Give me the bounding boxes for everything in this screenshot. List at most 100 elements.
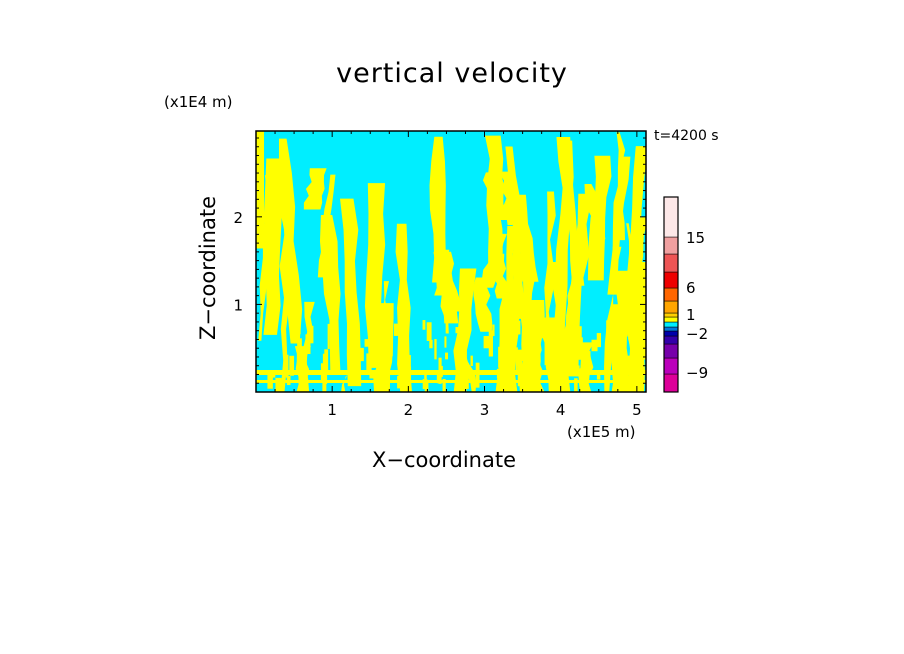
updraft-cell — [422, 320, 426, 330]
updraft-plume — [497, 171, 522, 226]
updraft-cell — [565, 320, 570, 328]
z-axis-unit-label: (x1E4 m) — [164, 93, 233, 111]
colorbar: 15 6 1−2 −9 — [663, 196, 708, 393]
colorbar-level — [663, 236, 679, 255]
updraft-cell — [596, 333, 602, 348]
surface-band — [256, 380, 646, 383]
updraft-cell — [516, 320, 521, 335]
updraft-cell — [641, 337, 646, 360]
x-tick-label: 5 — [632, 401, 642, 419]
updraft-cell — [610, 342, 617, 349]
updraft-cell — [548, 360, 552, 368]
updraft-cell — [500, 364, 504, 376]
updraft-cell — [576, 337, 583, 360]
plot-frame — [255, 130, 647, 393]
updraft-cell — [404, 367, 411, 384]
updraft-cell — [399, 332, 406, 356]
updraft-cell — [475, 362, 480, 388]
updraft-cell — [393, 323, 399, 336]
x-tick-label: 4 — [556, 401, 566, 419]
updraft-cell — [580, 365, 587, 390]
updraft-cell — [364, 339, 371, 347]
updraft-cell — [267, 370, 273, 389]
updraft-cell — [630, 321, 637, 344]
colorbar-level — [663, 357, 679, 375]
updraft-plume — [429, 136, 447, 283]
updraft-plume — [457, 332, 477, 392]
colorbar-tick-label: −9 — [686, 364, 708, 382]
updraft-plume — [556, 137, 585, 286]
updraft-cell — [324, 349, 329, 371]
updraft-cell — [596, 373, 601, 380]
updraft-cell — [622, 358, 628, 382]
axis-ticks: 1 2 3 4 5 1 2 — [233, 131, 646, 419]
updraft-cell — [426, 322, 432, 341]
colorbar-level — [663, 335, 679, 345]
colorbar-level — [663, 287, 679, 302]
updraft-cell — [422, 379, 428, 389]
colorbar-tick-label: 15 — [686, 229, 705, 247]
updraft-cell — [289, 364, 294, 376]
updraft-plume — [303, 168, 327, 210]
updraft-cell — [455, 327, 459, 334]
time-label: t=4200 s — [654, 128, 719, 144]
updraft-cell — [566, 342, 571, 349]
colorbar-level — [663, 312, 679, 318]
updraft-cell — [544, 341, 547, 366]
updraft-cell — [349, 323, 354, 345]
updraft-cell — [367, 327, 374, 335]
updraft-plume — [607, 156, 631, 295]
updraft-cell — [540, 330, 543, 339]
updraft-plume — [438, 249, 461, 312]
updraft-cell — [550, 347, 557, 374]
colorbar-level — [663, 316, 679, 323]
updraft-cell — [500, 329, 504, 337]
updraft-cell — [322, 377, 325, 392]
updraft-cell — [444, 336, 447, 348]
updraft-cell — [533, 331, 540, 355]
updraft-cell — [285, 354, 289, 378]
updraft-cell — [470, 355, 473, 367]
colorbar-level — [663, 300, 679, 314]
updraft-cell — [498, 346, 502, 368]
colorbar-tick-label: −2 — [686, 325, 708, 343]
y-tick-label: 1 — [233, 296, 243, 314]
updraft-cell — [615, 346, 619, 372]
updraft-plume — [584, 183, 606, 240]
colorbar-level — [663, 330, 679, 337]
updraft-cell — [463, 346, 467, 363]
surface-band — [256, 370, 646, 375]
updraft-plume — [505, 146, 527, 319]
updraft-cell — [586, 351, 591, 370]
x-tick-label: 2 — [404, 401, 414, 419]
colorbar-frame — [663, 196, 679, 393]
updraft-cell — [565, 328, 571, 343]
updraft-cell — [574, 378, 578, 392]
x-tick-label: 1 — [327, 401, 337, 419]
colorbar-level — [663, 271, 679, 289]
updraft-cell — [517, 349, 523, 366]
updraft-cell — [359, 347, 364, 362]
updraft-cell — [607, 330, 613, 345]
updraft-cell — [408, 355, 411, 368]
updraft-plume — [480, 233, 507, 288]
updraft-cell — [483, 336, 490, 349]
updraft-plume — [453, 268, 477, 392]
updraft-cell — [445, 352, 448, 360]
updraft-cell — [275, 377, 282, 392]
updraft-plume — [263, 158, 282, 335]
velocity-field — [256, 131, 646, 392]
chart-title: vertical velocity — [336, 58, 568, 89]
updraft-cell — [429, 339, 433, 349]
x-axis-unit-label: (x1E5 m) — [567, 423, 636, 441]
updraft-plume — [622, 146, 646, 333]
left-edge-strip — [256, 131, 264, 249]
updraft-cell — [492, 324, 495, 337]
updraft-cell — [351, 323, 358, 346]
updraft-cell — [398, 351, 402, 366]
updraft-cell — [461, 375, 467, 392]
updraft-cell — [557, 332, 561, 356]
updraft-cell — [524, 344, 528, 360]
updraft-cell — [383, 335, 387, 355]
